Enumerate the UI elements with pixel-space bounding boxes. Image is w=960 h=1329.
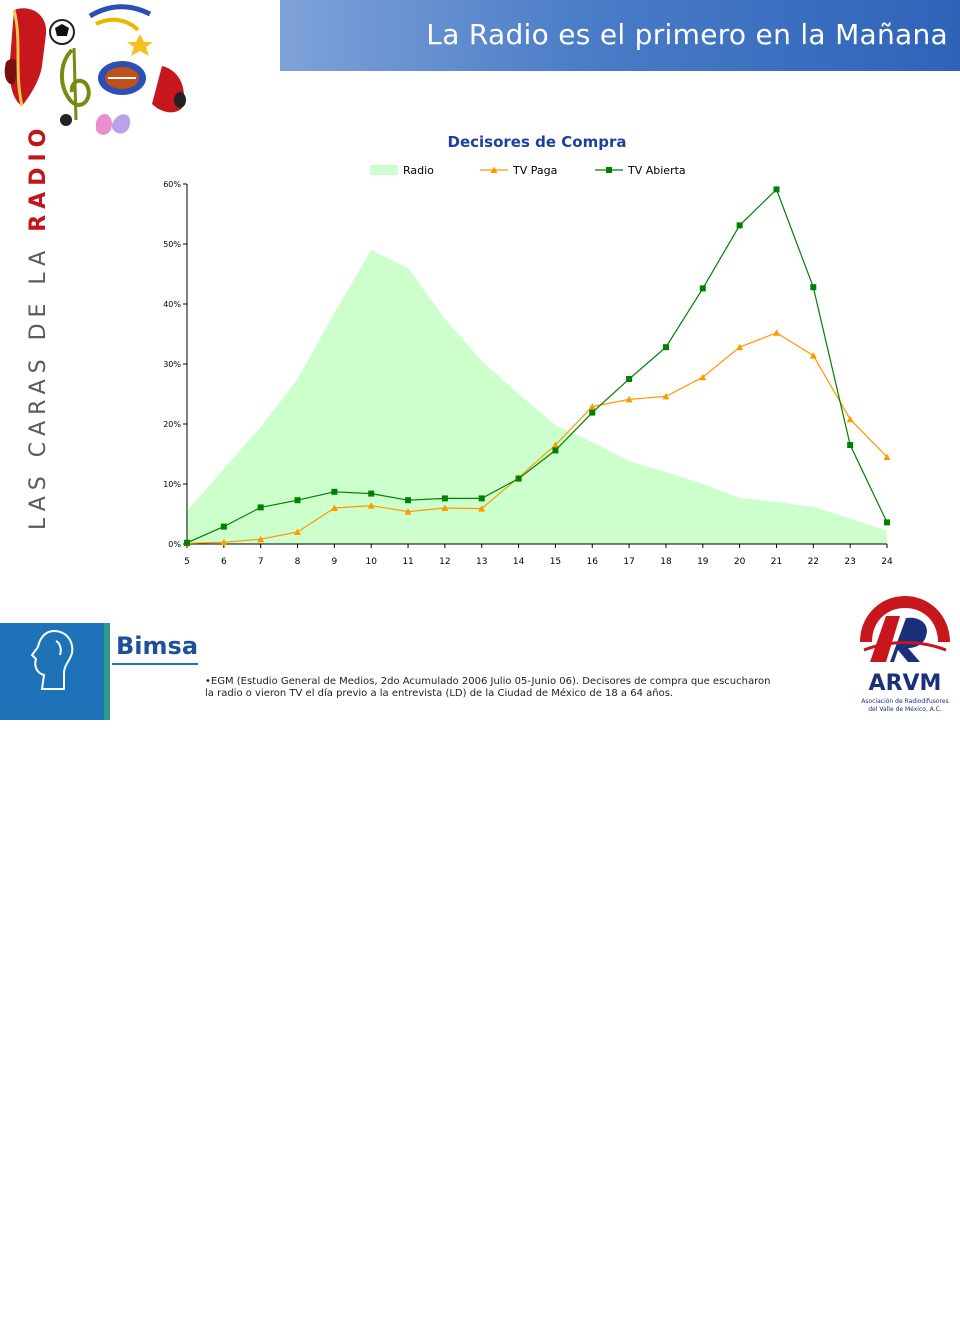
ipsos-head-icon: [30, 629, 74, 690]
plot-area: 0% 10% 20% 30% 40% 50% 60% 5 6 7 8 9 10 11 12 13 14 15 16 1…: [163, 180, 893, 567]
x-tick-label: 22: [808, 557, 819, 567]
data-point-tv-paga: [367, 502, 375, 509]
brand-highlight: RADIO: [26, 122, 51, 232]
x-tick-label: 16: [587, 557, 599, 567]
ipsos-logo-box: Ipsos: [0, 623, 104, 1329]
arvm-subtitle-2: del Valle de México, A.C.: [868, 706, 942, 713]
header-bar: La Radio es el primero en la Mañana: [280, 0, 960, 71]
series-line-tv-abierta: [186, 188, 888, 544]
legend-label-tv-paga: TV Paga: [512, 164, 557, 177]
data-point-tv-abierta: [515, 475, 522, 482]
x-tick-label: 13: [476, 557, 487, 567]
page-title: La Radio es el primero en la Mañana: [426, 18, 948, 51]
series-area-radio: [187, 250, 887, 544]
data-point-tv-paga: [772, 329, 780, 336]
chart-legend: Radio TV Paga TV Abierta: [370, 164, 686, 177]
ipsos-side-bar: [104, 623, 110, 720]
x-tick-label: 21: [771, 557, 782, 567]
data-point-tv-abierta: [810, 284, 817, 291]
data-point-tv-paga: [809, 352, 817, 359]
x-tick-label: 7: [258, 557, 264, 567]
legend-label-radio: Radio: [403, 164, 434, 177]
data-point-tv-abierta: [699, 285, 706, 292]
data-point-tv-abierta: [478, 495, 485, 502]
x-tick-label: 8: [295, 557, 301, 567]
data-point-tv-abierta: [331, 488, 338, 495]
footnote-line-2: la radio o vieron TV el día previo a la …: [205, 688, 674, 699]
x-tick-label: 10: [365, 557, 377, 567]
data-point-tv-paga: [699, 373, 707, 381]
x-tick-label: 17: [623, 557, 634, 567]
data-point-tv-abierta: [626, 376, 633, 382]
legend-swatch-radio: [370, 165, 398, 175]
data-point-tv-paga: [330, 504, 338, 511]
data-point-tv-abierta: [589, 409, 596, 416]
data-point-tv-paga: [404, 508, 412, 515]
x-tick-label: 11: [402, 557, 413, 567]
arvm-subtitle-1: Asociación de Radiodifusores: [861, 698, 949, 705]
x-tick-label: 15: [550, 557, 561, 567]
x-tick-label: 24: [881, 557, 893, 567]
chart-title: Decisores de Compra: [448, 133, 627, 151]
y-tick-label: 10%: [163, 480, 181, 489]
footnote-line-1: •EGM (Estudio General de Medios, 2do Acu…: [205, 676, 771, 687]
x-tick-label: 23: [844, 557, 855, 567]
y-tick-label: 20%: [163, 420, 181, 429]
data-point-tv-paga: [294, 528, 302, 535]
x-tick-label: 12: [439, 557, 450, 567]
y-tick-label: 30%: [163, 360, 181, 369]
legend-marker-tv-paga: [490, 166, 498, 173]
source-footnote: •EGM (Estudio General de Medios, 2do Acu…: [205, 676, 845, 700]
data-point-tv-abierta: [441, 495, 448, 502]
ipsos-logo-text: Ipsos: [8, 1299, 86, 1329]
arvm-logo: ARVM Asociación de Radiodifusores del Va…: [860, 596, 950, 713]
decisores-chart: Decisores de Compra Radio TV Paga TV Abier…: [163, 133, 893, 567]
data-point-tv-paga: [846, 415, 854, 423]
vertical-brand-text: LAS CARAS DE LA RADIO: [26, 123, 51, 530]
data-point-tv-abierta: [736, 222, 743, 229]
brand-prefix: LAS CARAS DE LA: [26, 231, 51, 530]
arvm-emblem-icon: [860, 596, 950, 662]
x-tick-label: 5: [184, 557, 190, 567]
x-tick-label: 9: [332, 557, 338, 567]
data-point-tv-abierta: [220, 523, 227, 530]
arvm-text: ARVM: [869, 671, 942, 696]
data-point-tv-abierta: [552, 447, 559, 454]
data-point-tv-paga: [662, 392, 670, 400]
data-point-tv-paga: [736, 343, 744, 351]
data-point-tv-paga: [883, 453, 891, 460]
x-tick-label: 20: [734, 557, 746, 567]
x-tick-label: 6: [221, 557, 227, 567]
data-point-tv-abierta: [368, 490, 375, 497]
data-point-tv-paga: [551, 441, 559, 448]
y-tick-label: 60%: [163, 180, 181, 189]
legend-marker-tv-abierta: [606, 167, 612, 173]
data-point-tv-paga: [441, 504, 449, 511]
data-point-tv-paga: [625, 395, 633, 403]
data-point-tv-paga: [588, 403, 596, 410]
bimsa-underline: [112, 663, 198, 665]
y-tick-label: 50%: [163, 240, 181, 249]
data-point-tv-paga: [478, 505, 486, 512]
legend-label-tv-abierta: TV Abierta: [627, 164, 686, 177]
x-tick-label: 19: [697, 557, 709, 567]
data-point-tv-paga: [220, 538, 228, 546]
data-point-tv-abierta: [257, 504, 264, 511]
x-tick-label: 14: [513, 557, 525, 567]
series-line-tv-paga: [186, 332, 888, 544]
data-point-tv-paga: [257, 535, 265, 543]
data-point-tv-abierta: [294, 497, 301, 504]
data-point-tv-abierta: [884, 519, 890, 526]
las-caras-logo-art: [4, 4, 186, 135]
data-point-tv-abierta: [662, 344, 669, 351]
y-tick-label: 0%: [168, 540, 181, 549]
bimsa-logo-text: Bimsa: [116, 632, 199, 660]
data-point-tv-abierta: [847, 442, 854, 448]
data-point-tv-abierta: [184, 539, 190, 546]
data-point-tv-abierta: [405, 497, 412, 504]
y-tick-label: 40%: [163, 300, 181, 309]
x-tick-label: 18: [660, 557, 672, 567]
data-point-tv-abierta: [773, 186, 780, 193]
